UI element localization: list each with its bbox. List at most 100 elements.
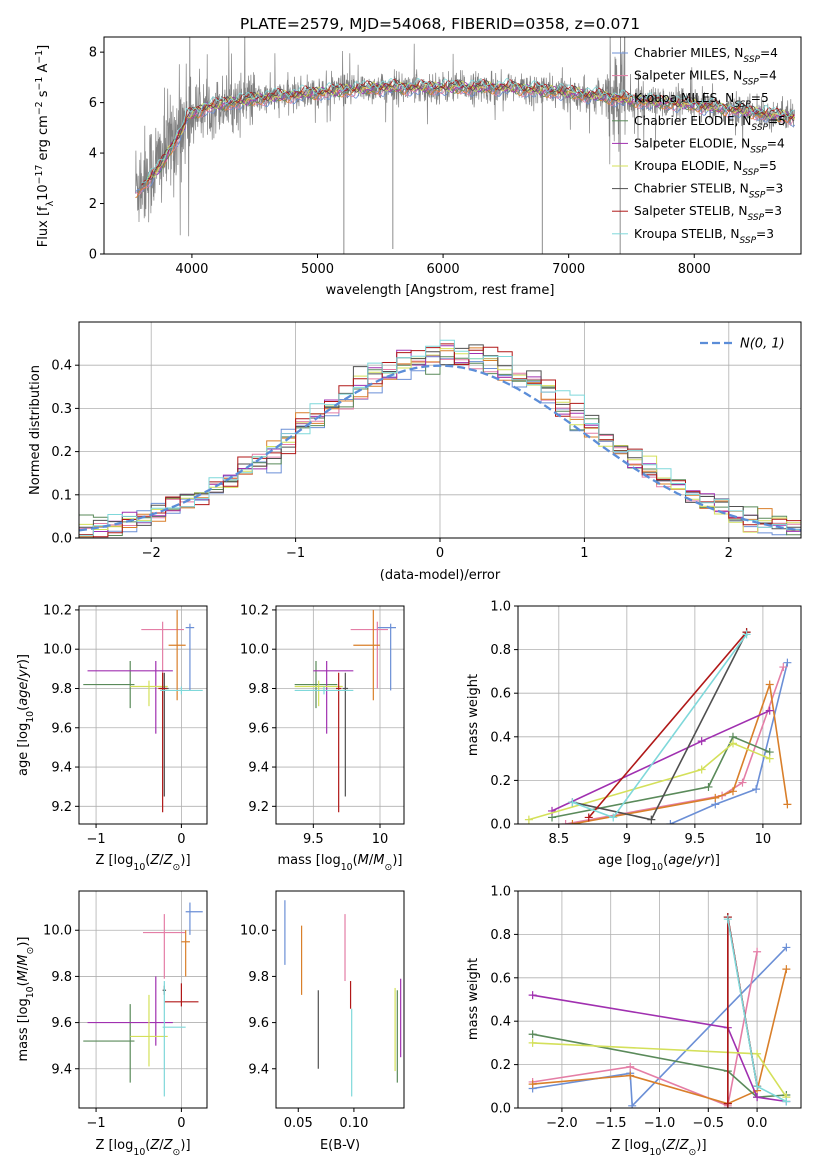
panel-weight_vs_Z: −2.0 −1.5 −1.0 −0.5 0.0 0.0 0.2 0.4 0.6 0.8 1.0 Z [… [466, 885, 802, 1158]
errorbar-point-salpeter-elodie [313, 660, 354, 734]
x-axis-label-part: Z [149, 853, 160, 868]
y-tick-label: 0.0 [490, 818, 511, 833]
y-tick-label: 9.2 [51, 800, 72, 815]
model-line-kroupa-elodie [146, 80, 796, 181]
weight-marker [697, 737, 706, 746]
x-axis-label-part: )] [710, 853, 720, 868]
x-axis-label: wavelength [Angstrom, rest frame] [326, 283, 555, 298]
axes-frame [78, 605, 208, 825]
panel-mass_vs_Z: −1 09.49.69.810.0Z [log10(Z/Z⊙)]mass [log… [16, 890, 208, 1158]
panel-mass_vs_ebv: 0.05 0.10 9.4 9.6 9.8 10.0 E(B-V) [240, 890, 405, 1153]
weight-marker [561, 820, 570, 824]
y-tick-label: 9.8 [248, 970, 269, 985]
y-tick-label: 10.2 [240, 603, 269, 618]
plot-area [528, 913, 791, 1108]
y-axis-label-part: −1 [34, 50, 45, 64]
x-axis-label-part: yr [696, 853, 712, 868]
y-axis-label: Normed distribution [28, 365, 43, 495]
y-axis-label-part: 10 [25, 986, 36, 998]
x-tick-label: 1 [580, 546, 588, 561]
weight-series-kroupa-stelib [723, 915, 791, 1106]
weight-series-kroupa-miles [568, 680, 792, 824]
x-tick-label: −1.0 [644, 1116, 676, 1131]
y-tick-label: 9.6 [51, 1016, 72, 1031]
y-tick-label: 9.6 [51, 721, 72, 736]
x-axis-label-part: 10 [649, 1147, 661, 1158]
axes-frame [517, 605, 802, 825]
x-tick-label: 0 [177, 1116, 185, 1131]
x-axis-label-part: M [358, 853, 369, 868]
weight-marker [626, 1062, 635, 1071]
weight-marker [647, 815, 656, 824]
y-tick-label: 9.2 [248, 800, 269, 815]
errorbar-point-salpeter-elodie [87, 976, 173, 1046]
legend-sub: SSP [743, 55, 760, 65]
y-axis-label: mass weight [466, 674, 481, 756]
y-axis-label-part: )] [16, 654, 31, 664]
errorbar-point-salpeter-elodie [87, 660, 173, 734]
weight-marker [723, 915, 732, 924]
errorbar-point-kroupa-miles [353, 609, 380, 701]
y-tick-label: 0.1 [51, 488, 72, 503]
model-line-salpeter-stelib [141, 78, 795, 186]
weight-marker [584, 813, 593, 822]
legend-label: Salpeter MILES, N [634, 69, 742, 83]
x-axis-label-part: mass [log [278, 853, 341, 868]
x-tick-label: 5000 [301, 262, 334, 277]
y-axis-label-part: / [16, 965, 31, 970]
weight-marker [568, 798, 577, 807]
y-tick-label: 0.8 [490, 643, 511, 658]
legend-sub: SSP [740, 236, 757, 246]
y-tick-label: 10.0 [43, 643, 72, 658]
weight-marker [697, 765, 706, 774]
y-tick-label: 4 [89, 147, 97, 162]
weight-marker [524, 815, 533, 824]
model-line-salpeter-miles [135, 85, 795, 195]
y-axis-label-part: age [log [16, 723, 31, 776]
x-axis-label-part: Z [log [95, 1138, 133, 1153]
weight-marker [783, 800, 792, 809]
plot-area [79, 339, 801, 538]
y-axis-label-part: 10 [25, 711, 36, 723]
x-axis-label-part: )] [180, 853, 190, 868]
y-axis-label-part: M [16, 970, 31, 981]
plot-area [524, 628, 792, 824]
x-tick-label: 0.05 [284, 1116, 313, 1131]
y-axis-label-part: mass [log [16, 998, 31, 1061]
y-axis-label-part: −1 [34, 77, 45, 91]
errorbar-point-kroupa-stelib [162, 981, 186, 1097]
y-tick-label: 0.0 [490, 1102, 511, 1117]
plot-area [294, 609, 396, 813]
axes-frame [275, 605, 405, 825]
model-line-chabrier-stelib [141, 79, 795, 185]
weight-series-kroupa-elodie [528, 1038, 791, 1102]
weight-marker [753, 1093, 762, 1102]
model-line-kroupa-stelib [141, 77, 795, 184]
legend-entry-chabrier-stelib: Chabrier STELIB, NSSP=3 [634, 182, 783, 201]
x-tick-label: −1.5 [595, 1116, 627, 1131]
weight-marker [753, 1082, 762, 1091]
weight-marker [753, 947, 762, 956]
y-axis-label-part: −2 [34, 101, 45, 115]
x-axis-label-part: 10 [133, 1147, 145, 1158]
weight-marker [704, 782, 713, 791]
weight-marker [666, 820, 675, 824]
legend-entry-chabrier-elodie: Chabrier ELODIE, NSSP=5 [634, 114, 786, 133]
x-axis-label-part: )] [696, 1138, 706, 1153]
weight-marker [782, 965, 791, 974]
x-tick-label: −1 [86, 832, 105, 847]
y-tick-label: 9.4 [248, 761, 269, 776]
x-tick-label: 9.5 [685, 832, 706, 847]
x-tick-label: 8.5 [548, 832, 569, 847]
y-tick-label: 0.4 [490, 730, 511, 745]
x-axis-label-part: 10 [341, 862, 353, 873]
y-tick-label: 9.4 [248, 1062, 269, 1077]
weight-marker [753, 1049, 762, 1058]
x-tick-label: −2.0 [546, 1116, 578, 1131]
legend-entry-salpeter-miles: Salpeter MILES, NSSP=4 [634, 69, 777, 88]
x-axis-label: Z [log10(Z/Z⊙)] [95, 853, 190, 873]
y-axis-label: mass weight [466, 958, 481, 1040]
y-axis-label-part: age [16, 682, 31, 706]
